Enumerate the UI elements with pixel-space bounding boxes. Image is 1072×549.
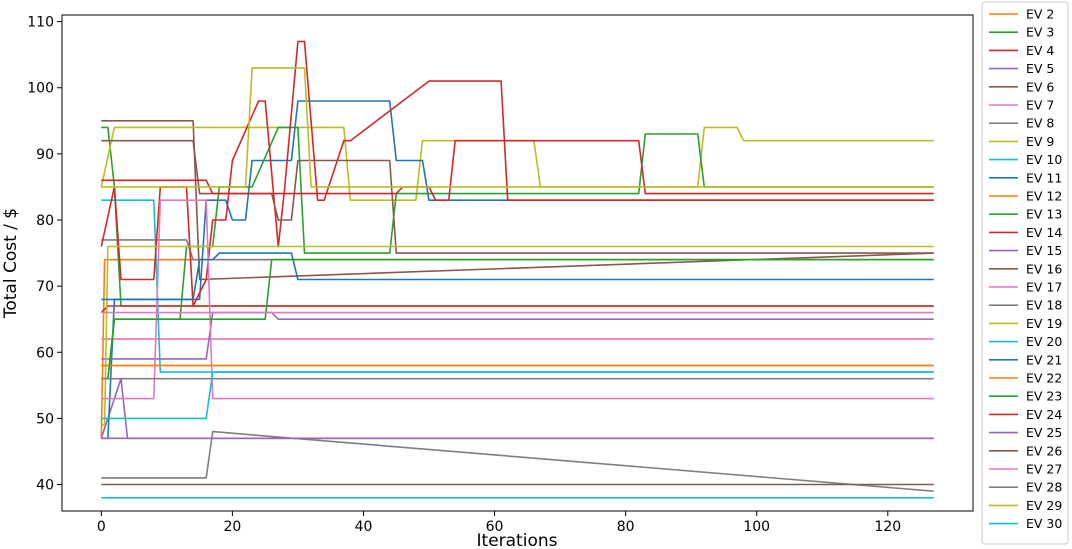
legend-label: EV 25 xyxy=(1026,425,1062,440)
legend-label: EV 9 xyxy=(1026,134,1054,149)
series-line-ev-8 xyxy=(101,239,934,261)
legend-frame xyxy=(981,1,1069,545)
plot-frame xyxy=(61,14,974,512)
legend-label: EV 14 xyxy=(1026,225,1062,240)
series-line-ev-17 xyxy=(101,199,934,400)
legend-label: EV 28 xyxy=(1026,480,1062,495)
series-line-ev-24 xyxy=(101,139,934,201)
series-line-ev-2 xyxy=(100,258,934,439)
series-line-ev-30 xyxy=(101,371,934,420)
y-tick-label: 70 xyxy=(36,279,54,295)
series-line-ev-21 xyxy=(101,252,934,301)
y-tick-label: 90 xyxy=(36,147,54,163)
legend-label: EV 29 xyxy=(1026,498,1062,513)
series-line-ev-9 xyxy=(100,126,934,201)
x-axis-label: Iterations xyxy=(477,531,558,549)
series-line-ev-13 xyxy=(101,126,934,380)
legend-label: EV 5 xyxy=(1026,61,1054,76)
y-tick-label: 110 xyxy=(27,15,54,31)
legend-label: EV 10 xyxy=(1026,152,1062,167)
y-tick-label: 40 xyxy=(36,478,54,494)
legend-label: EV 19 xyxy=(1026,316,1062,331)
legend-label: EV 27 xyxy=(1026,462,1062,477)
series-line-ev-4 xyxy=(100,305,934,314)
y-tick-label: 60 xyxy=(36,345,54,361)
legend-label: EV 15 xyxy=(1026,243,1062,258)
series-line-ev-10 xyxy=(101,199,934,373)
legend-label: EV 24 xyxy=(1026,407,1062,422)
legend-label: EV 21 xyxy=(1026,352,1062,367)
series-line-ev-19 xyxy=(101,245,934,426)
legend-label: EV 16 xyxy=(1026,261,1062,276)
series-line-ev-11 xyxy=(101,100,934,440)
legend-label: EV 22 xyxy=(1026,371,1062,386)
legend-label: EV 13 xyxy=(1026,207,1062,222)
y-tick-label: 100 xyxy=(27,81,54,97)
plot-lines xyxy=(100,40,934,499)
y-tick-label: 80 xyxy=(36,213,54,229)
legend-label: EV 8 xyxy=(1026,116,1054,131)
x-tick-label: 80 xyxy=(617,519,635,535)
x-tick-label: 20 xyxy=(223,519,241,535)
series-line-ev-14 xyxy=(100,40,934,307)
legend-label: EV 30 xyxy=(1026,516,1062,531)
x-axis: 0 20 40 60 80 100 120 xyxy=(97,511,901,535)
legend-label: EV 12 xyxy=(1026,189,1062,204)
legend-label: EV 4 xyxy=(1026,43,1054,58)
y-axis: 40 50 60 70 80 90 100 110 xyxy=(27,15,62,494)
series-line-ev-5 xyxy=(100,377,934,440)
legend-label: EV 17 xyxy=(1026,280,1062,295)
legend-label: EV 20 xyxy=(1026,334,1062,349)
legend-label: EV 3 xyxy=(1026,25,1054,40)
series-line-ev-29 xyxy=(101,67,934,188)
legend-label: EV 18 xyxy=(1026,298,1062,313)
y-axis-label: Total Cost / $ xyxy=(1,208,21,319)
legend-label: EV 26 xyxy=(1026,443,1062,458)
x-tick-label: 0 xyxy=(97,519,106,535)
x-tick-label: 40 xyxy=(355,519,373,535)
legend-label: EV 6 xyxy=(1026,79,1054,94)
x-tick-label: 120 xyxy=(874,519,901,535)
legend: EV 2 EV 3 EV 4 EV 5 EV 6 EV 7 EV 8 EV 9 EV 10 EV … xyxy=(981,1,1069,545)
y-tick-label: 50 xyxy=(36,411,54,427)
x-tick-label: 60 xyxy=(486,519,504,535)
x-tick-label: 100 xyxy=(743,519,770,535)
series-line-ev-18 xyxy=(101,430,934,492)
legend-label: EV 11 xyxy=(1026,170,1062,185)
series-line-ev-16 xyxy=(101,139,934,254)
legend-label: EV 23 xyxy=(1026,389,1062,404)
legend-label: EV 2 xyxy=(1026,7,1054,22)
legend-label: EV 7 xyxy=(1026,98,1054,113)
